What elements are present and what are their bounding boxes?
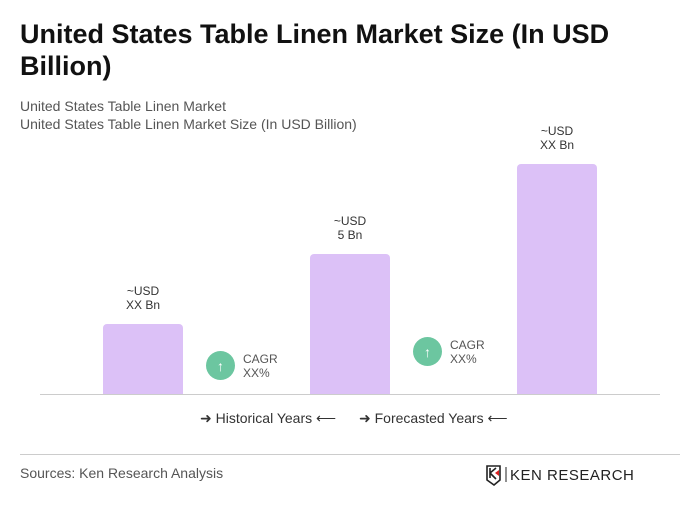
bar (310, 254, 390, 394)
bar (103, 324, 183, 394)
data-label: ~USD 5 Bn (300, 214, 400, 242)
data-label-line: XX Bn (539, 138, 575, 153)
divider (20, 454, 680, 455)
bar (517, 164, 597, 394)
data-label-line: 5 Bn (337, 228, 363, 242)
data-label: ~USD XX Bn (93, 284, 193, 312)
sources-text: Sources: Ken Research Analysis (20, 465, 224, 481)
arrow-up-icon: ↑ (206, 351, 235, 380)
data-label-line: ~USD (540, 124, 574, 139)
legend-forecasted: ➜ Forecasted Years ⟵ (359, 410, 508, 426)
data-label-line: XX Bn (125, 298, 161, 312)
ken-research-logo: KEN RESEARCH (486, 464, 656, 486)
subtitle-2: United States Table Linen Market Size (I… (20, 116, 357, 132)
cagr-label: CAGR (450, 337, 485, 352)
page-title: United States Table Linen Market Size (I… (20, 19, 610, 81)
svg-text:KEN RESEARCH: KEN RESEARCH (510, 467, 634, 484)
data-label-line: ~USD (333, 214, 367, 228)
cagr-value: XX% (450, 351, 477, 366)
x-axis-line (40, 394, 660, 395)
subtitle: United States Table Linen Market (20, 98, 226, 114)
legend-historical: ➜ Historical Years ⟵ (200, 410, 337, 426)
cagr-indicator: ↑ CAGR XX% (413, 337, 485, 366)
legend-label: Historical Years (215, 410, 313, 426)
arrow-up-icon: ↑ (413, 337, 442, 366)
logo-icon: KEN RESEARCH (486, 465, 634, 486)
cagr-label: CAGR (243, 351, 278, 366)
data-label: ~USD XX Bn (507, 124, 607, 152)
data-label-line: ~USD (126, 284, 160, 298)
legend-label: Forecasted Years (374, 410, 484, 426)
cagr-value: XX% (243, 365, 270, 380)
cagr-indicator: ↑ CAGR XX% (206, 351, 278, 380)
